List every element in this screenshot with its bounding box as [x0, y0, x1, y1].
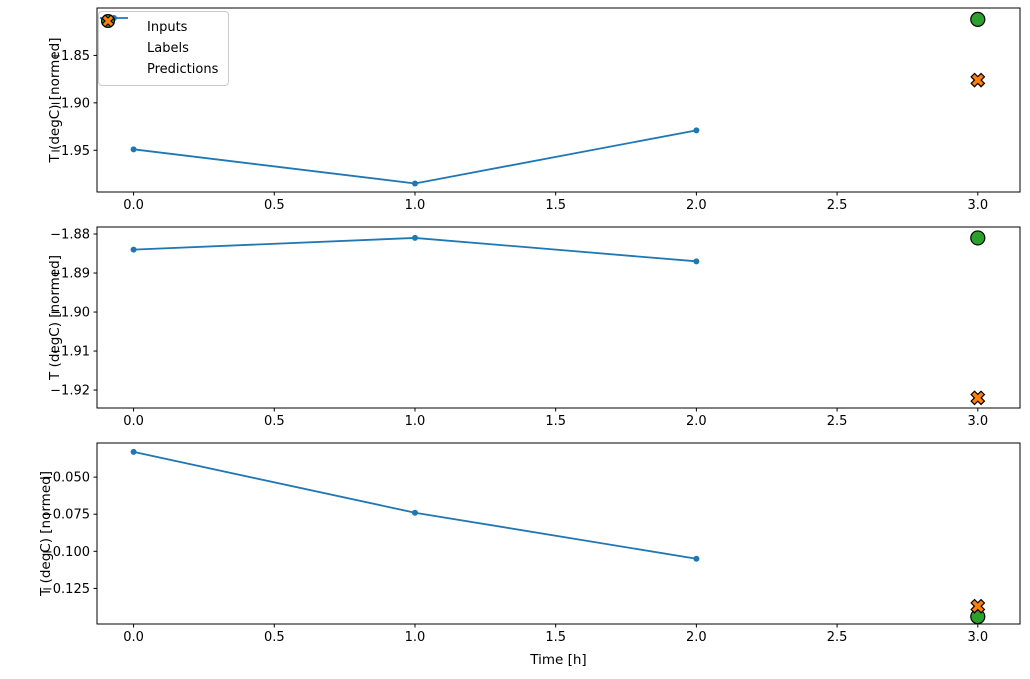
subplot-1: 0.0 0.5 1.0 1.5 2.0 2.5 3.0 −1.85 −1.90 −1.95T (d… [47, 7, 1021, 213]
y-axis-label: T (degC) [normed] [38, 471, 54, 597]
legend-item-inputs: Inputs [100, 15, 218, 38]
subplot-3: 0.0 0.5 1.0 1.5 2.0 2.5 3.0 −0.050 −0.075 −0.100 −… [38, 442, 1021, 668]
x-tick-label: 1.0 [405, 414, 426, 429]
x-tick-label: 0.5 [264, 414, 285, 429]
inputs-point [130, 246, 137, 253]
x-tick-label: 0.0 [123, 414, 144, 429]
legend: Inputs Labels Predictions [98, 11, 230, 86]
inputs-point [693, 127, 700, 134]
x-tick-label: 1.5 [545, 630, 566, 645]
predictions-marker [970, 598, 986, 614]
x-tick-label: 3.0 [967, 198, 988, 213]
x-tick-label: 1.0 [405, 630, 426, 645]
labels-marker [970, 230, 986, 246]
x-tick-label: 0.5 [264, 198, 285, 213]
x-tick-label: 2.5 [827, 414, 848, 429]
predictions-marker [970, 390, 986, 406]
legend-label-predictions: Predictions [147, 62, 219, 77]
inputs-point [411, 180, 418, 187]
y-tick-label: −0.075 [42, 508, 90, 523]
x-tick-label: 3.0 [967, 414, 988, 429]
legend-item-predictions: Predictions [101, 14, 219, 80]
inputs-line [133, 451, 697, 560]
x-tick-label: 0.0 [123, 198, 144, 213]
x-tick-label: 1.0 [405, 198, 426, 213]
x-tick-label: 1.5 [545, 198, 566, 213]
plot-frame [96, 442, 1021, 625]
y-tick-label: −1.95 [50, 144, 90, 159]
inputs-point [411, 234, 418, 241]
inputs-point [130, 448, 137, 455]
plot-frame [96, 7, 1021, 193]
y-tick-label: −0.050 [42, 471, 90, 486]
inputs-point [693, 555, 700, 562]
plot-frame [96, 226, 1021, 409]
y-tick-label: −0.100 [42, 545, 90, 560]
y-tick-label: −1.90 [50, 96, 90, 111]
x-tick-label: 1.5 [545, 414, 566, 429]
predictions-marker [970, 72, 986, 88]
x-tick-label: 2.5 [827, 198, 848, 213]
legend-label-inputs: Inputs [147, 20, 188, 35]
y-tick-label: −1.92 [50, 384, 90, 399]
y-axis-label: T (degC) [normed] [47, 38, 63, 164]
y-tick-label: −1.90 [50, 306, 90, 321]
x-tick-label: 0.5 [264, 630, 285, 645]
subplot-2: 0.0 0.5 1.0 1.5 2.0 2.5 3.0 −1.88 −1.89 −1.90 −1.9… [47, 226, 1021, 429]
labels-marker [970, 11, 986, 27]
x-tick-label: 2.5 [827, 630, 848, 645]
x-tick-label: 0.0 [123, 630, 144, 645]
inputs-line [133, 237, 697, 263]
x-tick-label: 3.0 [967, 630, 988, 645]
legend-item-labels: Labels [100, 13, 218, 59]
y-tick-label: −0.125 [42, 582, 90, 597]
legend-label-labels: Labels [147, 41, 189, 56]
inputs-point [411, 509, 418, 516]
x-tick-label: 2.0 [686, 630, 707, 645]
y-tick-label: −1.91 [50, 345, 90, 360]
inputs-point [693, 258, 700, 265]
y-tick-label: −1.88 [50, 228, 90, 243]
x-tick-label: 2.0 [686, 198, 707, 213]
inputs-line [133, 129, 697, 185]
x-tick-label: 2.0 [686, 414, 707, 429]
inputs-point [130, 146, 137, 153]
y-tick-label: −1.89 [50, 267, 90, 282]
y-axis-label: T (degC) [normed] [47, 255, 63, 381]
y-tick-label: −1.85 [50, 49, 90, 64]
x-axis-label: Time [h] [529, 652, 586, 668]
